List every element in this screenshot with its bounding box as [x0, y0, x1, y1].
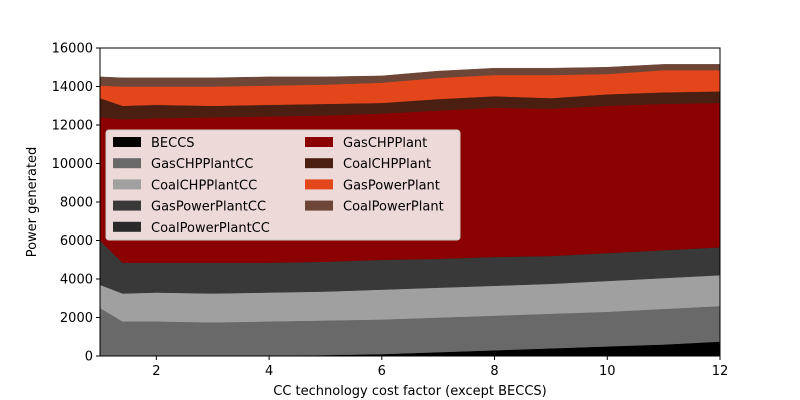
- legend-label-coal-power-plant: CoalPowerPlant: [343, 200, 444, 215]
- legend-swatch-coal-chp-plant: [305, 158, 333, 169]
- legend-label-coal-chp-plant: CoalCHPPlant: [343, 157, 431, 172]
- legend-swatch-coal-chp-plant-cc: [113, 179, 141, 190]
- plot-frame: [99, 47, 721, 357]
- x-axis-label: CC technology cost factor (except BECCS): [273, 384, 546, 399]
- legend-label-gas-chp-plant: GasCHPPlant: [343, 136, 427, 151]
- y-axis-label: Power generated: [25, 147, 40, 258]
- y-tick-label: 6000: [60, 234, 93, 249]
- x-axis-ticks: 2 4 6 8 10 12: [152, 356, 728, 379]
- legend-swatch-gas-power-plant: [305, 179, 333, 190]
- y-tick-label: 0: [85, 350, 93, 365]
- x-tick-label: 12: [712, 364, 729, 379]
- y-tick-label: 12000: [52, 119, 93, 134]
- legend: BECCS GasCHPPlantCC CoalCHPPlantCC GasPower…: [105, 129, 461, 241]
- legend-swatch-gas-chp-plant: [305, 137, 333, 147]
- y-tick-label: 8000: [60, 196, 93, 211]
- legend-swatch-gas-chp-plant-cc: [113, 158, 141, 169]
- y-tick-label: 14000: [52, 80, 93, 95]
- y-tick-label: 2000: [60, 311, 93, 326]
- legend-swatch-coal-power-plant: [305, 200, 333, 211]
- x-tick-label: 8: [490, 364, 498, 379]
- legend-label-gas-chp-plant-cc: GasCHPPlantCC: [151, 157, 253, 172]
- x-tick-label: 6: [378, 364, 386, 379]
- x-tick-label: 2: [152, 364, 160, 379]
- y-tick-label: 10000: [52, 157, 93, 172]
- legend-swatch-coal-power-plant-cc: [113, 221, 141, 232]
- y-tick-label: 4000: [60, 273, 93, 288]
- legend-label-beccs: BECCS: [151, 136, 195, 151]
- x-tick-label: 4: [265, 364, 273, 379]
- legend-label-gas-power-plant-cc: GasPowerPlantCC: [151, 200, 266, 215]
- legend-swatch-gas-power-plant-cc: [113, 200, 141, 211]
- y-axis-ticks: 0 2000 4000 6000 8000 10000 12000 14000 16000: [52, 42, 100, 365]
- legend-box: [105, 129, 461, 241]
- legend-label-coal-power-plant-cc: CoalPowerPlantCC: [151, 221, 270, 236]
- legend-swatch-beccs: [113, 137, 141, 147]
- y-tick-label: 16000: [52, 42, 93, 57]
- legend-label-coal-chp-plant-cc: CoalCHPPlantCC: [151, 178, 257, 193]
- legend-label-gas-power-plant: GasPowerPlant: [343, 178, 440, 193]
- x-tick-label: 10: [599, 364, 616, 379]
